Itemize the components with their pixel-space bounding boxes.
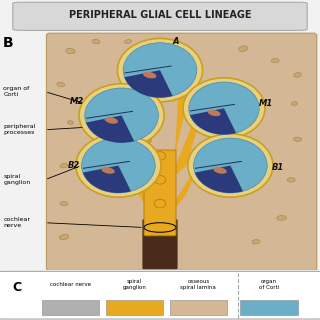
- Text: cochlear
nerve: cochlear nerve: [3, 217, 30, 228]
- Ellipse shape: [101, 167, 115, 174]
- Ellipse shape: [208, 110, 220, 116]
- Text: M1: M1: [259, 99, 273, 108]
- Ellipse shape: [66, 48, 75, 54]
- Text: organ
of Corti: organ of Corti: [259, 279, 279, 290]
- Polygon shape: [122, 123, 146, 163]
- Text: spiral
ganglion: spiral ganglion: [3, 174, 30, 185]
- Ellipse shape: [294, 73, 301, 77]
- Ellipse shape: [252, 240, 260, 244]
- Text: M2: M2: [70, 97, 84, 106]
- Ellipse shape: [238, 46, 248, 51]
- Bar: [106, 300, 163, 315]
- FancyBboxPatch shape: [0, 271, 320, 319]
- Circle shape: [154, 199, 166, 208]
- Circle shape: [194, 138, 267, 193]
- Ellipse shape: [124, 40, 132, 44]
- Wedge shape: [124, 70, 172, 98]
- Polygon shape: [118, 161, 146, 204]
- Circle shape: [183, 78, 265, 139]
- Polygon shape: [174, 165, 198, 208]
- Ellipse shape: [92, 39, 100, 44]
- Circle shape: [79, 84, 164, 147]
- Polygon shape: [174, 80, 192, 151]
- Polygon shape: [174, 123, 198, 175]
- Ellipse shape: [271, 58, 279, 63]
- Ellipse shape: [67, 121, 74, 124]
- Bar: [240, 300, 298, 315]
- Text: organ of
Corti: organ of Corti: [3, 86, 29, 97]
- Text: osseous
spiral lamina: osseous spiral lamina: [180, 279, 216, 290]
- Circle shape: [140, 166, 151, 175]
- FancyBboxPatch shape: [142, 219, 178, 269]
- Text: A: A: [173, 37, 179, 46]
- Circle shape: [76, 134, 161, 197]
- Ellipse shape: [287, 178, 295, 182]
- Wedge shape: [83, 165, 131, 193]
- Ellipse shape: [143, 72, 156, 78]
- Ellipse shape: [213, 167, 227, 174]
- Circle shape: [154, 175, 166, 184]
- Circle shape: [123, 43, 197, 98]
- Wedge shape: [86, 116, 134, 143]
- Ellipse shape: [57, 82, 65, 87]
- Circle shape: [188, 134, 273, 197]
- Bar: [42, 300, 99, 315]
- Text: B1: B1: [272, 164, 284, 172]
- Circle shape: [82, 138, 155, 193]
- Ellipse shape: [60, 163, 68, 168]
- Ellipse shape: [291, 102, 298, 105]
- Bar: [170, 300, 227, 315]
- Circle shape: [154, 152, 166, 160]
- Text: B2: B2: [68, 161, 80, 170]
- Circle shape: [189, 82, 259, 134]
- Text: B: B: [3, 36, 14, 50]
- Ellipse shape: [60, 202, 68, 206]
- Wedge shape: [190, 108, 236, 134]
- Circle shape: [85, 88, 158, 143]
- Text: C: C: [13, 281, 22, 294]
- Circle shape: [117, 38, 203, 102]
- Text: peripheral
processes: peripheral processes: [3, 124, 36, 135]
- Ellipse shape: [105, 117, 118, 124]
- Circle shape: [140, 135, 151, 144]
- Text: cochlear nerve: cochlear nerve: [50, 282, 91, 287]
- FancyBboxPatch shape: [46, 33, 317, 270]
- Ellipse shape: [294, 137, 301, 141]
- Text: PERIPHERAL GLIAL CELL LINEAGE: PERIPHERAL GLIAL CELL LINEAGE: [69, 10, 251, 20]
- Ellipse shape: [277, 215, 286, 220]
- FancyBboxPatch shape: [13, 2, 307, 30]
- Ellipse shape: [60, 234, 68, 240]
- FancyBboxPatch shape: [144, 150, 176, 236]
- Text: spiral
ganglion: spiral ganglion: [123, 279, 146, 290]
- Wedge shape: [195, 165, 243, 193]
